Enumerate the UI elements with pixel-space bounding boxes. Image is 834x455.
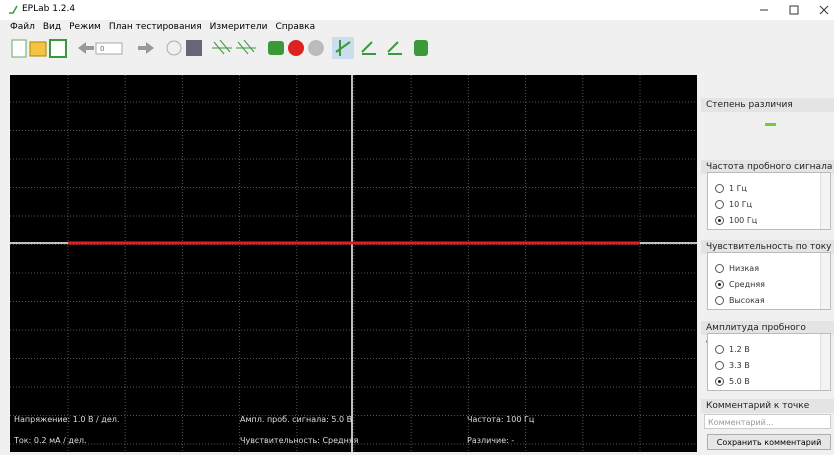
difference-indicator	[765, 123, 776, 126]
menu-item[interactable]: Измерители	[209, 22, 268, 32]
radio-option[interactable]: Средняя	[713, 278, 765, 292]
menu-item[interactable]: Справка	[275, 22, 316, 32]
menu-item[interactable]: План тестирования	[108, 22, 202, 32]
radio-option[interactable]: 1.2 В	[713, 343, 750, 357]
radio-option[interactable]: 100 Гц	[713, 214, 757, 228]
window-controls[interactable]	[760, 4, 830, 16]
panel-header: Частота пробного сигнала	[701, 160, 834, 174]
radio-group: 1.2 В 3.3 В 5.0 В	[707, 333, 831, 391]
menu-item[interactable]: Файл	[10, 22, 35, 32]
menu-item[interactable]: Режим	[69, 22, 101, 32]
plot-info: Ток: 0.2 мА / дел.	[14, 436, 87, 445]
menu-item[interactable]: Вид	[42, 22, 62, 32]
scrollbar[interactable]	[820, 334, 830, 390]
app-icon	[9, 5, 18, 14]
plot-info: Чувствительность: Средняя	[240, 436, 359, 445]
scrollbar[interactable]	[820, 253, 830, 309]
plot-canvas	[10, 75, 697, 452]
panel-title: Частота пробного сигнала	[706, 162, 833, 172]
radio-option[interactable]: Высокая	[713, 294, 765, 308]
toolbar	[11, 37, 428, 59]
plot-info: Частота: 100 Гц	[467, 415, 535, 424]
plot-info: Напряжение: 1.0 В / дел.	[14, 415, 120, 424]
panel-title: Степень различия	[706, 100, 793, 110]
radio-option[interactable]: Низкая	[713, 262, 759, 276]
plot-area: Напряжение: 1.0 В / дел. Ампл. проб. сигн…	[10, 75, 697, 452]
comment-input[interactable]: Комментарий...	[704, 414, 831, 429]
difference-box	[707, 113, 831, 158]
point-number[interactable]: 0	[100, 45, 105, 53]
panel-header: Чувствительность по току	[701, 240, 834, 254]
panel-header: Комментарий к точке	[701, 399, 834, 413]
radio-option[interactable]: 5.0 В	[713, 375, 750, 389]
plot-info: Различие: -	[467, 436, 515, 445]
panel-title: Комментарий к точке	[706, 401, 810, 411]
menu-bar: Файл Вид Режим План тестирования Измерители С…	[10, 21, 323, 33]
panel-title: Чувствительность по току	[706, 242, 832, 252]
radio-option[interactable]: 3.3 В	[713, 359, 750, 373]
title-bar: EPLab 1.2.4	[0, 0, 834, 20]
scrollbar[interactable]	[820, 173, 830, 229]
panel-header: Степень различия	[701, 98, 834, 112]
radio-option[interactable]: 1 Гц	[713, 182, 747, 196]
plot-info: Ампл. проб. сигнала: 5.0 В	[240, 415, 353, 424]
radio-group: 1 Гц 10 Гц 100 Гц	[707, 172, 831, 230]
radio-group: Низкая Средняя Высокая	[707, 252, 831, 310]
window-title: EPLab 1.2.4	[22, 4, 76, 14]
save-comment-button[interactable]: Сохранить комментарий	[707, 434, 831, 450]
radio-option[interactable]: 10 Гц	[713, 198, 752, 212]
